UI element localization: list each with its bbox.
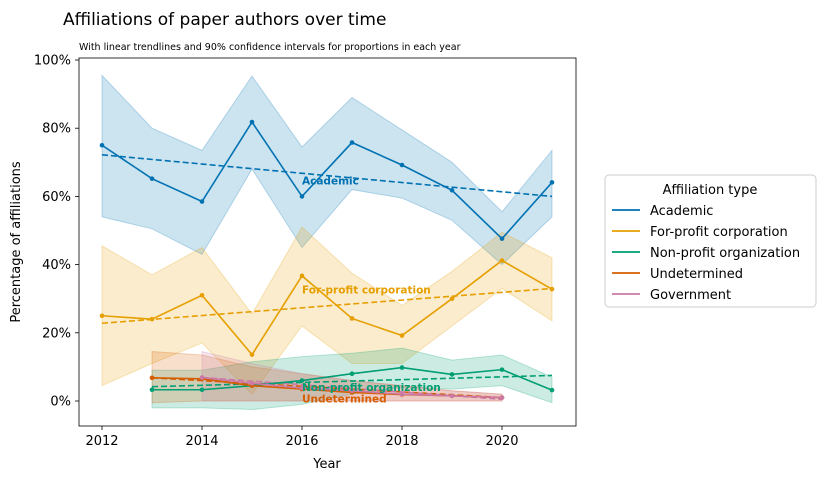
legend: Affiliation type Academic For-profit corp…	[604, 174, 817, 308]
data-point-academic-2019	[449, 187, 455, 193]
data-point-for-profit-corporation-2018	[399, 333, 405, 338]
x-tick-label-2016: 2016	[285, 434, 318, 449]
x-tick-label-2020: 2020	[485, 434, 518, 449]
y-axis: 0% 20% 40% 60% 80% 100%	[34, 54, 79, 410]
data-point-academic-2016	[299, 194, 305, 199]
data-point-government-2018	[399, 391, 405, 397]
data-point-for-profit-corporation-2013	[149, 316, 155, 322]
ci-band-non-profit-organization	[151, 347, 553, 411]
series-line-academic	[101, 120, 553, 240]
data-point-non-profit-organization-2016	[299, 378, 305, 383]
data-point-for-profit-corporation-2012	[99, 313, 105, 319]
legend-label-academic: Academic	[650, 204, 713, 219]
data-point-non-profit-organization-2014	[199, 387, 205, 393]
legend-title: Affiliation type	[663, 183, 758, 198]
x-axis-label: Year	[312, 457, 341, 472]
y-tick-label-100: 100%	[34, 54, 71, 69]
trendline-for-profit-corporation	[101, 287, 553, 325]
annotation-undetermined: Undetermined	[302, 394, 387, 406]
y-axis-label: Percentage of affiliations	[9, 161, 24, 323]
legend-items: Academic For-profit corporation Non-profit…	[612, 204, 800, 303]
annotation-academic: Academic	[302, 175, 359, 187]
data-point-government-2014	[199, 375, 205, 380]
legend-label-government: Government	[650, 288, 731, 303]
annotation-non-profit-organization: Non-profit organization	[302, 382, 441, 394]
series-line-for-profit-corporation	[101, 259, 553, 356]
y-tick-label-0: 0%	[50, 395, 71, 410]
data-point-non-profit-organization-2019	[449, 372, 455, 377]
y-tick-label-80: 80%	[42, 122, 71, 137]
data-point-non-profit-organization-2020	[499, 367, 505, 372]
data-point-undetermined-2013	[149, 375, 155, 381]
data-points	[99, 119, 555, 400]
x-tick-label-2018: 2018	[385, 434, 418, 449]
plot-frame	[78, 57, 577, 427]
data-point-academic-2013	[149, 176, 155, 181]
annotation-for-profit-corporation: For-profit corporation	[302, 285, 431, 297]
x-tick-label-2012: 2012	[85, 434, 118, 449]
series-annotations: Academic For-profit corporation Non-profit…	[302, 175, 441, 405]
x-tick-label-2014: 2014	[185, 434, 218, 449]
ci-band-for-profit-corporation	[101, 226, 553, 395]
y-tick-label-60: 60%	[42, 190, 71, 205]
data-point-for-profit-corporation-2020	[499, 258, 505, 263]
data-point-government-2016	[299, 385, 305, 391]
y-tick-label-40: 40%	[42, 258, 71, 273]
data-point-government-2017	[349, 388, 355, 394]
data-point-for-profit-corporation-2015	[249, 352, 255, 357]
legend-label-non-profit-organization: Non-profit organization	[650, 246, 800, 261]
x-axis: 2012 2014 2016 2018 2020	[85, 426, 519, 449]
y-tick-label-20: 20%	[42, 326, 71, 341]
legend-label-for-profit-corporation: For-profit corporation	[650, 225, 788, 240]
data-point-non-profit-organization-2021	[549, 387, 555, 393]
data-point-non-profit-organization-2017	[349, 371, 355, 377]
data-point-academic-2021	[549, 180, 555, 185]
data-point-academic-2012	[99, 142, 105, 148]
trendline-non-profit-organization	[151, 374, 553, 388]
trendline-academic	[101, 154, 553, 198]
data-point-for-profit-corporation-2014	[199, 292, 205, 298]
trendline-undetermined	[151, 377, 503, 399]
data-point-for-profit-corporation-2017	[349, 316, 355, 321]
legend-label-undetermined: Undetermined	[650, 267, 743, 282]
chart-subtitle: With linear trendlines and 90% confidenc…	[79, 42, 461, 53]
data-point-government-2015	[249, 380, 255, 386]
data-point-for-profit-corporation-2021	[549, 286, 555, 292]
data-point-academic-2018	[399, 162, 405, 168]
chart-title: Affiliations of paper authors over time	[63, 10, 386, 30]
data-point-government-2020	[499, 395, 505, 400]
data-point-for-profit-corporation-2016	[299, 273, 305, 279]
confidence-bands	[101, 74, 553, 411]
data-point-non-profit-organization-2018	[399, 365, 405, 370]
data-point-for-profit-corporation-2019	[449, 296, 455, 302]
data-point-government-2019	[449, 393, 455, 399]
data-point-academic-2014	[199, 199, 205, 204]
ci-band-government	[201, 350, 503, 402]
data-point-academic-2015	[249, 119, 255, 125]
legend-box	[604, 174, 817, 308]
data-point-non-profit-organization-2013	[149, 387, 155, 393]
data-point-academic-2017	[349, 140, 355, 145]
data-point-academic-2020	[499, 236, 505, 241]
